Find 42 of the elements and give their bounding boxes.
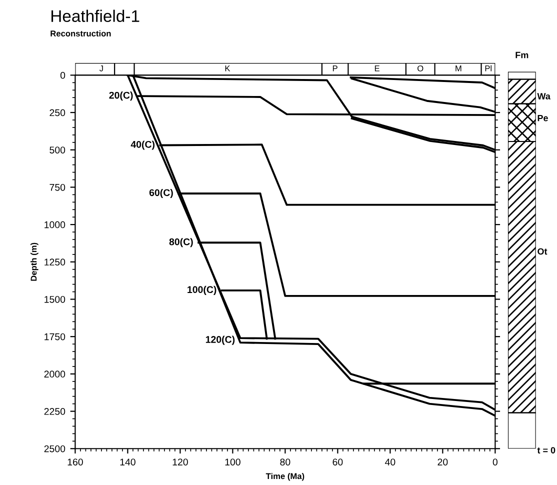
annotation: 80(C) bbox=[169, 238, 193, 248]
y-tick-label: 2000 bbox=[44, 370, 66, 378]
text: Pe bbox=[538, 114, 548, 122]
text: O bbox=[418, 65, 424, 72]
annotation: 60(C) bbox=[149, 188, 173, 198]
chart-title: Heathfield-1 bbox=[51, 10, 140, 22]
y-tick-label: 1250 bbox=[44, 258, 66, 266]
annotation: 120(C) bbox=[206, 336, 235, 345]
text: Ot bbox=[538, 248, 548, 255]
x-tick-label: 40 bbox=[384, 458, 396, 466]
text: Wa bbox=[537, 93, 550, 100]
y-tick-label: 1750 bbox=[44, 333, 66, 340]
chart-subtitle: Reconstruction bbox=[50, 30, 111, 36]
text: t = 0 bbox=[537, 447, 556, 454]
x-tick-label: 60 bbox=[332, 458, 343, 466]
text: Pl bbox=[485, 65, 492, 72]
y-tick-label: 750 bbox=[50, 184, 66, 191]
text: P bbox=[332, 66, 338, 72]
annotation: 20(C) bbox=[109, 92, 133, 101]
y-axis-title: Depth (m) bbox=[30, 242, 38, 281]
x-tick-label: 140 bbox=[120, 458, 136, 466]
y-tick-label: 2500 bbox=[44, 445, 66, 452]
x-tick-label: 160 bbox=[68, 458, 83, 466]
x-tick-label: 120 bbox=[172, 458, 188, 466]
x-tick-label: 100 bbox=[225, 458, 240, 466]
text: M bbox=[456, 66, 462, 72]
text: Fm bbox=[516, 52, 528, 58]
y-tick-label: 500 bbox=[50, 146, 66, 154]
x-axis-title: Time (Ma) bbox=[266, 472, 304, 481]
annotation: 40(C) bbox=[130, 140, 155, 150]
x-tick-label: 80 bbox=[280, 458, 290, 466]
text: K bbox=[225, 66, 230, 72]
annotation: 100(C) bbox=[188, 286, 216, 295]
text: E bbox=[374, 66, 380, 72]
y-tick-label: 2250 bbox=[44, 408, 66, 415]
y-tick-label: 0 bbox=[60, 72, 66, 79]
y-tick-label: 1500 bbox=[44, 296, 66, 303]
text: J bbox=[99, 66, 103, 72]
y-tick-label: 250 bbox=[50, 109, 66, 116]
x-tick-label: 20 bbox=[438, 458, 448, 466]
y-tick-label: 1000 bbox=[44, 221, 66, 228]
x-tick-label: 0 bbox=[492, 458, 498, 466]
